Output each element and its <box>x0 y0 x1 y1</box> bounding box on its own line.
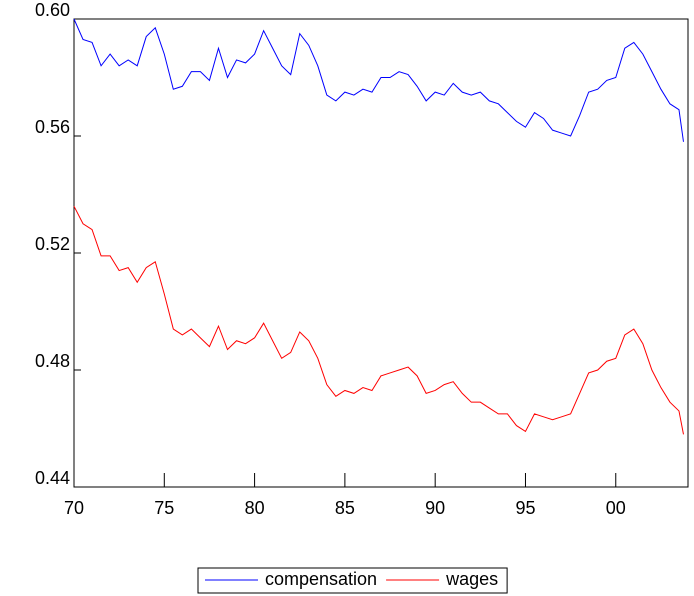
x-tick-label: 95 <box>515 498 535 518</box>
y-tick-label: 0.48 <box>35 351 70 371</box>
x-tick-label: 00 <box>606 498 626 518</box>
x-tick-label: 80 <box>245 498 265 518</box>
x-tick-label: 85 <box>335 498 355 518</box>
y-tick-label: 0.56 <box>35 117 70 137</box>
series-line <box>73 18 684 142</box>
legend-label: wages <box>445 569 498 589</box>
x-tick-label: 90 <box>425 498 445 518</box>
plot-frame <box>73 18 689 488</box>
y-tick-label: 0.60 <box>35 0 70 20</box>
y-tick-label: 0.44 <box>35 468 70 488</box>
y-tick-label: 0.52 <box>35 234 70 254</box>
legend-label: compensation <box>265 569 377 589</box>
series-line <box>73 205 684 435</box>
x-tick-label: 70 <box>64 498 84 518</box>
x-tick-label: 75 <box>154 498 174 518</box>
